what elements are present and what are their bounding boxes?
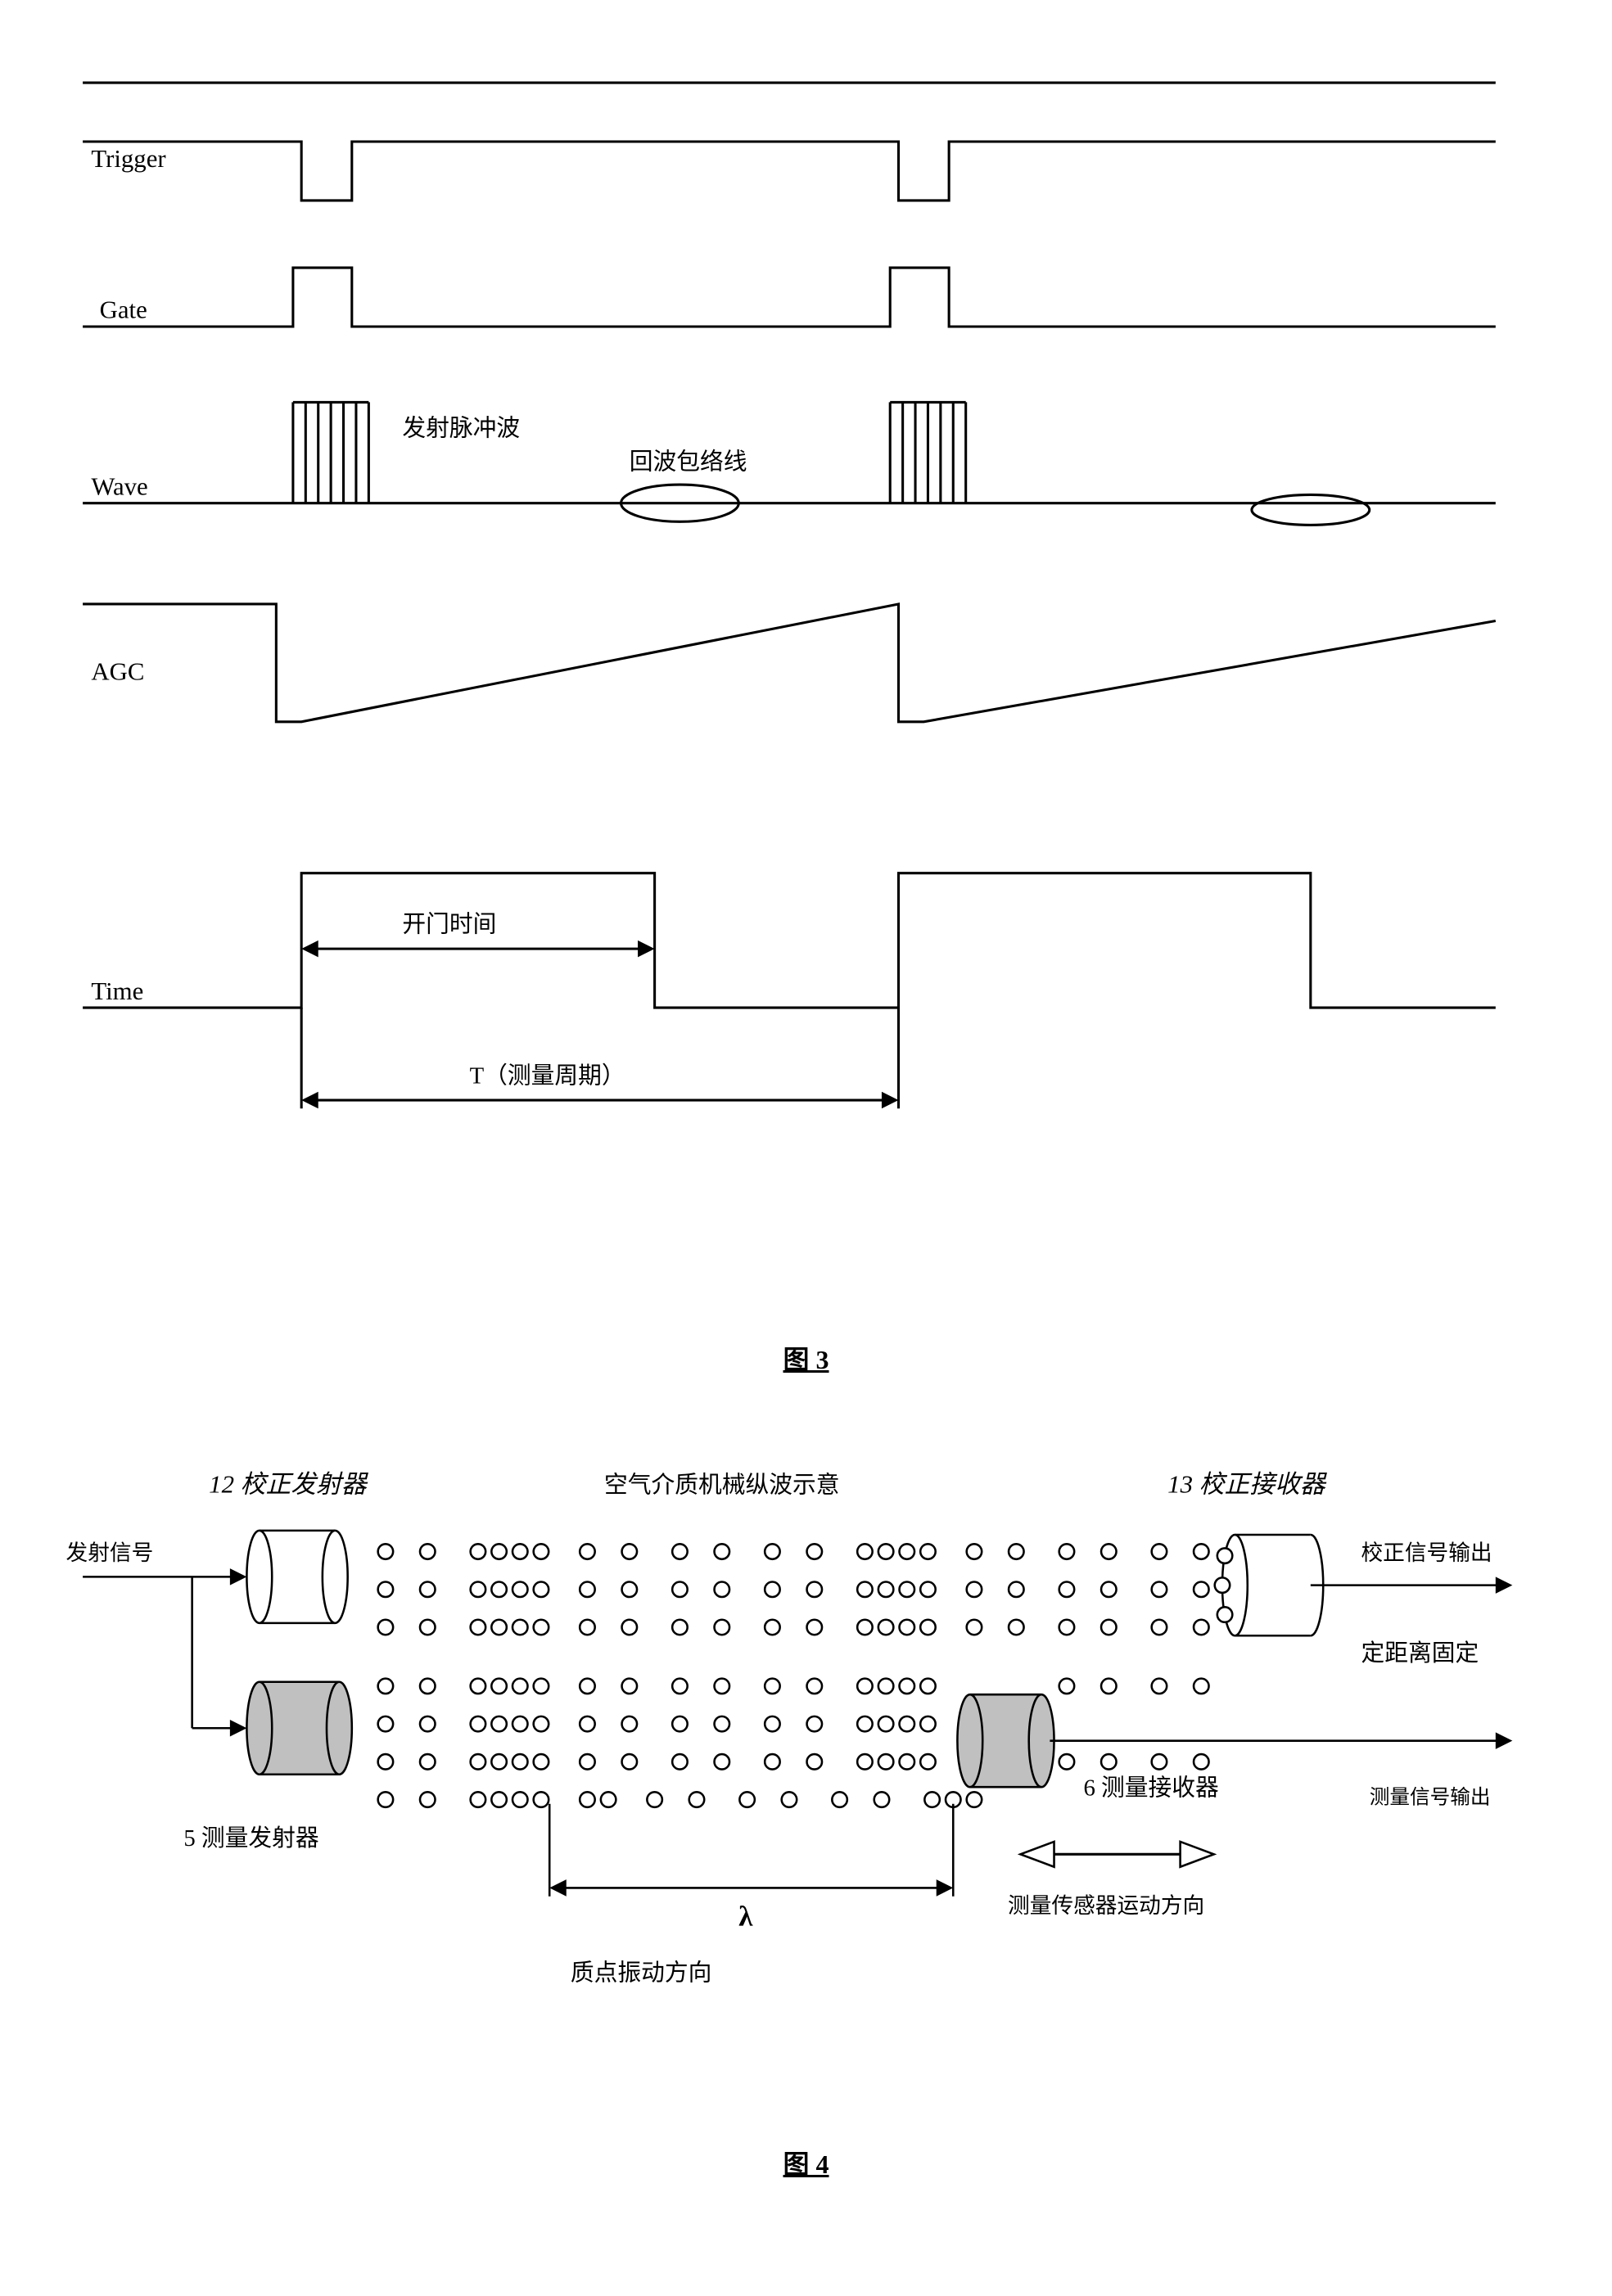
period-label: T（测量周期） [470,1062,625,1089]
wave-label: Wave [91,472,147,500]
lambda-dim: λ [549,1804,953,1933]
time-label: Time [91,977,143,1005]
meas-tx-label: 5 测量发射器 [183,1825,318,1852]
gate-label: Gate [100,296,147,324]
air-title-label: 空气介质机械纵波示意 [604,1472,839,1498]
gate-row: Gate [83,268,1496,327]
agc-row: AGC [83,604,1496,722]
corr-tx-label: 12 校正发射器 [209,1470,369,1498]
tx-signal-label: 发射信号 [66,1540,154,1565]
sensor-dir-label: 测量传感器运动方向 [1008,1893,1204,1918]
agc-label: AGC [91,657,144,685]
meas-receiver [957,1694,1054,1787]
transducer-diagram-svg: 12 校正发射器 空气介质机械纵波示意 13 校正接收器 发射信号 [49,1442,1563,2115]
open-time-label: 开门时间 [402,912,496,938]
burst-1 [293,402,368,503]
figure-3: Trigger Gate Wave [49,49,1563,1377]
timing-diagram-svg: Trigger Gate Wave [49,49,1563,1310]
corr-receiver [1215,1535,1324,1635]
fig4-caption: 图 4 [49,2144,1563,2181]
corr-out-label: 校正信号输出 [1361,1540,1492,1565]
echo-label: 回波包络线 [630,449,747,476]
figure-4: 12 校正发射器 空气介质机械纵波示意 13 校正接收器 发射信号 [49,1442,1563,2181]
air-bubbles [378,1544,1209,1807]
corr-transmitter [246,1531,347,1623]
lambda-label: λ [738,1900,753,1932]
wave-row: Wave [83,402,1496,525]
burst-2 [890,402,965,503]
meas-out-label: 测量信号输出 [1370,1786,1491,1809]
fig3-caption: 图 3 [49,1339,1563,1377]
echo-2 [1252,494,1370,525]
corr-rx-label: 13 校正接收器 [1167,1470,1328,1498]
movement-arrow: 测量传感器运动方向 [1008,1842,1214,1918]
open-time-dim: 开门时间 [301,912,654,958]
meas-rx-label: 6 测量接收器 [1083,1775,1218,1801]
period-dim: T（测量周期） [301,1008,898,1108]
time-row: Time 开门时间 T（测量周期） [83,873,1496,1109]
pulse-label: 发射脉冲波 [402,416,520,442]
trigger-row: Trigger [83,142,1496,201]
trigger-label: Trigger [91,145,165,173]
meas-transmitter [246,1682,351,1775]
fixed-dist-label: 定距离固定 [1361,1640,1479,1667]
vibration-label: 质点振动方向 [571,1960,712,1986]
